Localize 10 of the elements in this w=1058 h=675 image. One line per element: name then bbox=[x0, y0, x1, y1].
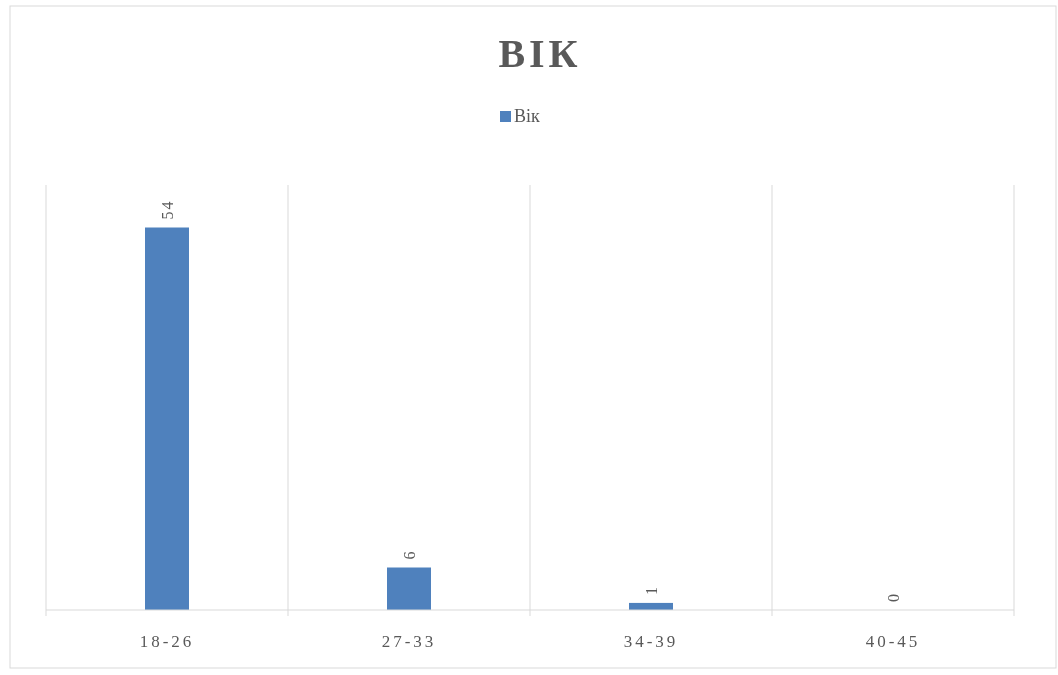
data-label: 0 bbox=[885, 592, 902, 602]
data-label: 6 bbox=[401, 549, 418, 560]
data-label: 54 bbox=[159, 199, 176, 220]
x-tick-label: 27-33 bbox=[381, 632, 437, 651]
x-tick-label: 18-26 bbox=[139, 632, 195, 651]
x-tick-label: 40-45 bbox=[865, 632, 921, 651]
chart-title: ВІК bbox=[498, 31, 582, 76]
data-label: 1 bbox=[643, 584, 660, 595]
x-tick-label: 34-39 bbox=[623, 632, 679, 651]
legend-label: Вік bbox=[514, 106, 541, 126]
